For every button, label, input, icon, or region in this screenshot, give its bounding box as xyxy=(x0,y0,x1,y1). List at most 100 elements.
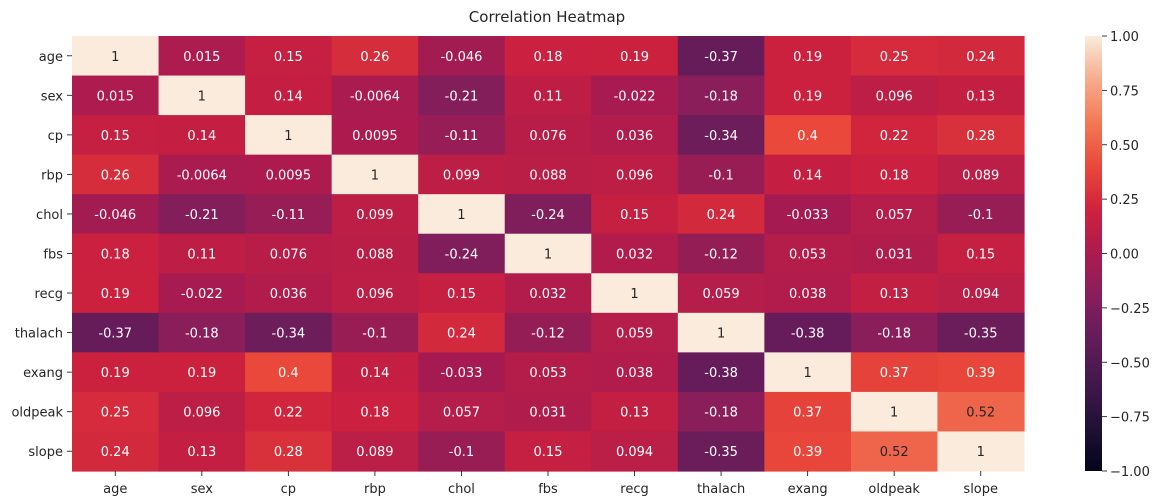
cell-value-label: 0.28 xyxy=(966,129,995,144)
heatmap-cell xyxy=(677,154,765,195)
colorbar-gradient xyxy=(1085,36,1102,471)
cell-value-label: 0.15 xyxy=(534,445,563,460)
x-tick-label: age xyxy=(103,482,127,497)
x-tick-label: exang xyxy=(788,482,828,497)
cell-value-label: -0.37 xyxy=(704,50,738,65)
cell-value-label: 1 xyxy=(284,129,292,144)
cell-value-label: 1 xyxy=(457,208,465,223)
cell-value-label: 0.15 xyxy=(620,208,649,223)
heatmap-cell xyxy=(591,194,679,235)
cell-value-label: 0.088 xyxy=(529,168,566,183)
cell-value-label: 0.015 xyxy=(183,50,220,65)
cell-value-label: -0.38 xyxy=(704,366,738,381)
heatmap-cell xyxy=(591,312,679,353)
heatmap-cell xyxy=(591,36,679,77)
heatmap-cell xyxy=(764,75,852,116)
heatmap-cell xyxy=(677,273,765,314)
heatmap-cell xyxy=(504,352,592,393)
heatmap-cell xyxy=(850,154,939,195)
x-tick-label: rbp xyxy=(364,482,386,497)
cell-value-label: -0.1 xyxy=(362,327,387,342)
cell-value-label: 0.39 xyxy=(966,366,995,381)
heatmap-cell xyxy=(158,391,246,433)
y-tick-label: cp xyxy=(48,129,63,144)
y-tick-label: rbp xyxy=(41,168,63,183)
heatmap-cell xyxy=(677,115,765,156)
cell-value-label: 0.14 xyxy=(793,168,822,183)
heatmap-cell xyxy=(245,233,333,274)
cell-value-label: 0.036 xyxy=(270,287,307,302)
cell-value-label: 0.14 xyxy=(360,366,389,381)
heatmap-cell xyxy=(937,75,1025,116)
cell-value-label: 0.031 xyxy=(529,406,566,421)
cell-value-label: 0.096 xyxy=(616,168,653,183)
heatmap-cell xyxy=(418,352,506,393)
heatmap-cell xyxy=(764,194,852,235)
cell-value-label: 0.096 xyxy=(356,287,393,302)
y-axis: age sex cp rbp chol fbs recg thalach exang oldpea… xyxy=(11,50,72,460)
colorbar: 1.00 0.75 0.50 0.25 0.00 −0.25 −0.50 −0.75 −1.00 xyxy=(1085,30,1150,480)
cell-value-label: 0.18 xyxy=(101,248,130,263)
cell-value-label: 0.37 xyxy=(793,406,822,421)
cell-value-label: 1 xyxy=(717,327,725,342)
heatmap-cell xyxy=(764,352,852,393)
heatmap-cell xyxy=(764,431,852,472)
colorbar-tick-label: 1.00 xyxy=(1110,30,1139,45)
cell-value-label: 0.0095 xyxy=(266,168,312,183)
heatmap-cell xyxy=(331,431,419,472)
heatmap-cell xyxy=(850,75,939,116)
y-tick-label: thalach xyxy=(15,327,63,342)
cell-value-label: 0.18 xyxy=(360,406,389,421)
cell-value-label: 0.015 xyxy=(97,89,134,104)
cell-value-label: -0.022 xyxy=(614,89,656,104)
heatmap-cell xyxy=(677,312,765,353)
y-tick-label: chol xyxy=(36,208,63,223)
cell-value-label: -0.35 xyxy=(964,327,998,342)
cell-value-label: 0.0095 xyxy=(352,129,398,144)
chart-title: Correlation Heatmap xyxy=(469,8,625,26)
heatmap-cell xyxy=(245,36,333,77)
cell-value-label: 0.28 xyxy=(274,445,303,460)
heatmap-cell xyxy=(245,391,333,433)
heatmap-cell xyxy=(591,115,679,156)
cell-value-label: 0.053 xyxy=(529,366,566,381)
heatmap-cell xyxy=(158,312,246,353)
cell-value-label: -0.37 xyxy=(98,327,132,342)
heatmap-cell xyxy=(158,233,246,274)
cell-value-label: -0.033 xyxy=(440,366,482,381)
heatmap-cell xyxy=(331,154,419,195)
cell-value-label: 0.096 xyxy=(876,89,913,104)
heatmap-cell xyxy=(245,352,333,393)
heatmap-cell xyxy=(937,391,1025,433)
cell-value-label: 0.11 xyxy=(534,89,563,104)
cell-value-label: 0.038 xyxy=(789,287,826,302)
heatmap-cell xyxy=(764,391,852,433)
cell-value-label: 0.22 xyxy=(880,129,909,144)
cell-value-label: 1 xyxy=(630,287,638,302)
cell-value-label: 0.13 xyxy=(966,89,995,104)
cell-value-label: -0.24 xyxy=(531,208,565,223)
y-tick-label: sex xyxy=(41,89,64,104)
heatmap-cell xyxy=(158,154,246,195)
heatmap-cell xyxy=(72,431,160,472)
heatmap-cell xyxy=(331,36,419,77)
cell-value-label: 0.059 xyxy=(616,327,653,342)
cell-value-label: 0.4 xyxy=(278,366,299,381)
y-tick-label: age xyxy=(39,50,63,65)
cell-value-label: 1 xyxy=(371,168,379,183)
cell-value-label: 0.057 xyxy=(876,208,913,223)
x-tick-label: cp xyxy=(281,482,296,497)
cell-value-label: 0.14 xyxy=(274,89,303,104)
cell-value-label: -0.18 xyxy=(704,89,738,104)
heatmap-cell xyxy=(418,75,506,116)
heatmap-cell xyxy=(677,36,765,77)
y-tick-label: fbs xyxy=(43,248,63,263)
heatmap-cell xyxy=(72,154,160,195)
y-tick-label: oldpeak xyxy=(11,406,63,421)
y-tick-label: exang xyxy=(23,366,63,381)
heatmap-cell xyxy=(677,194,765,235)
cell-value-label: -0.1 xyxy=(968,208,993,223)
heatmap-cell xyxy=(418,115,506,156)
heatmap-cell xyxy=(158,194,246,235)
